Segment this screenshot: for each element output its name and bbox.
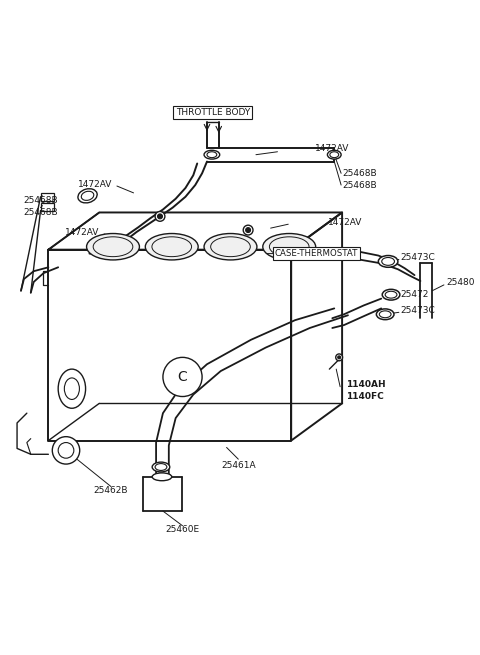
Text: 25480: 25480 (446, 278, 474, 288)
Text: THROTTLE BODY: THROTTLE BODY (176, 108, 250, 117)
Ellipse shape (376, 309, 394, 320)
Text: 25468B: 25468B (342, 169, 377, 178)
Ellipse shape (81, 191, 94, 200)
Bar (40, 202, 54, 210)
Text: CASE-THERMOSTAT: CASE-THERMOSTAT (275, 249, 359, 258)
Circle shape (157, 214, 162, 219)
Ellipse shape (211, 237, 250, 257)
Ellipse shape (378, 255, 398, 267)
Ellipse shape (327, 150, 341, 159)
Ellipse shape (155, 464, 167, 470)
Text: 1140FC: 1140FC (346, 392, 384, 401)
Circle shape (246, 228, 251, 233)
Text: 1472AV: 1472AV (65, 227, 99, 236)
Ellipse shape (379, 311, 391, 318)
Circle shape (243, 225, 253, 235)
Ellipse shape (204, 150, 220, 159)
Ellipse shape (64, 378, 79, 400)
Text: C: C (178, 370, 187, 384)
Text: 1140AH: 1140AH (346, 381, 385, 389)
Circle shape (338, 356, 341, 359)
Ellipse shape (382, 290, 400, 300)
Ellipse shape (152, 473, 172, 481)
Circle shape (155, 212, 165, 221)
Text: 1472AV: 1472AV (328, 217, 363, 227)
Ellipse shape (382, 257, 395, 265)
Ellipse shape (152, 237, 192, 257)
Circle shape (336, 354, 343, 361)
Ellipse shape (152, 462, 170, 472)
Text: 25462B: 25462B (94, 486, 128, 495)
Ellipse shape (93, 237, 133, 257)
Ellipse shape (86, 234, 139, 260)
Text: 25468B: 25468B (23, 208, 58, 217)
Text: 25468B: 25468B (23, 196, 58, 205)
Ellipse shape (58, 369, 85, 408)
Text: 25473C: 25473C (401, 306, 435, 315)
Circle shape (58, 443, 74, 458)
Text: 25460E: 25460E (166, 525, 200, 534)
Circle shape (163, 358, 202, 396)
Circle shape (52, 437, 80, 464)
Ellipse shape (207, 152, 217, 158)
Ellipse shape (204, 234, 257, 260)
Text: 25461A: 25461A (221, 460, 256, 470)
Text: 1472AV: 1472AV (78, 179, 112, 189)
Text: 1472AV: 1472AV (315, 144, 349, 153)
Ellipse shape (145, 234, 198, 260)
Ellipse shape (330, 152, 339, 158)
Bar (40, 193, 54, 200)
Text: 25472: 25472 (401, 290, 429, 299)
Ellipse shape (269, 237, 309, 257)
Text: 25468B: 25468B (342, 181, 377, 189)
Ellipse shape (78, 189, 97, 203)
Ellipse shape (263, 234, 316, 260)
Ellipse shape (385, 291, 397, 298)
Text: 25473C: 25473C (401, 253, 435, 262)
